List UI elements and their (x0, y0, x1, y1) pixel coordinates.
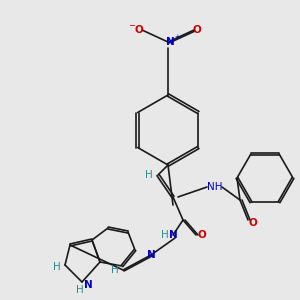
Text: O: O (135, 25, 143, 35)
Text: N: N (147, 250, 155, 260)
Text: H: H (145, 170, 153, 180)
Text: −: − (128, 22, 136, 31)
Text: H: H (161, 230, 169, 240)
Text: H: H (111, 265, 119, 275)
Text: N: N (84, 280, 92, 290)
Text: O: O (193, 25, 201, 35)
Text: +: + (174, 34, 180, 40)
Text: N: N (169, 230, 177, 240)
Text: N: N (166, 37, 174, 47)
Text: H: H (76, 285, 84, 295)
Text: H: H (53, 262, 61, 272)
Text: NH: NH (207, 182, 223, 192)
Text: O: O (249, 218, 257, 228)
Text: O: O (198, 230, 206, 240)
